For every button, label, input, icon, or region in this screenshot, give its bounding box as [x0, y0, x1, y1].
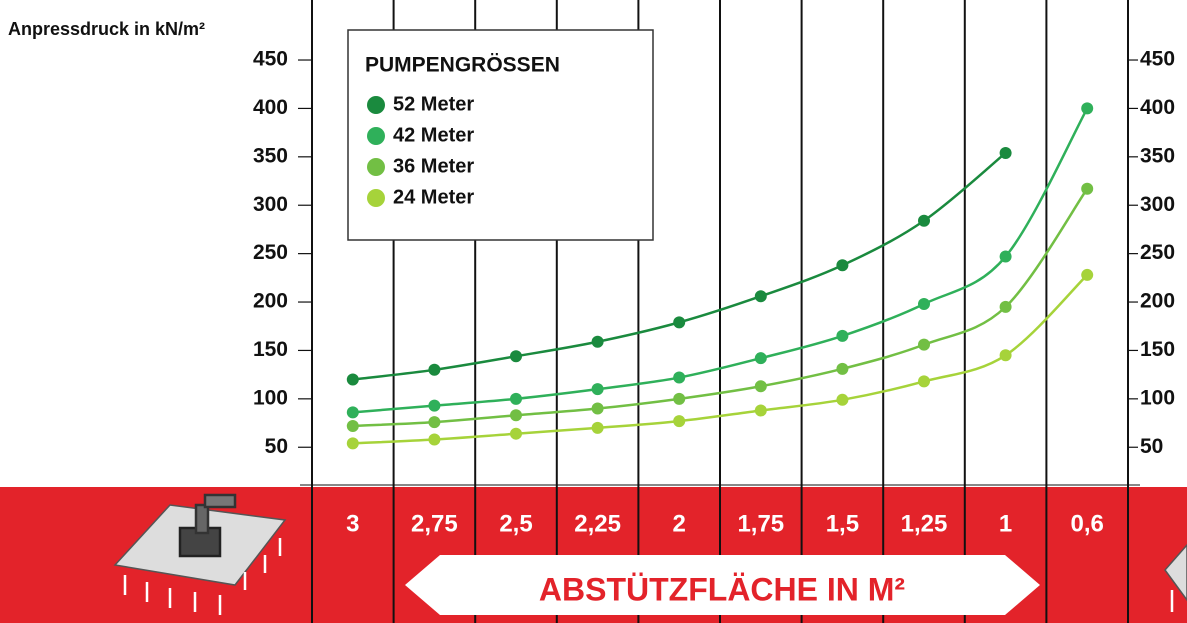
y-tick-label-right: 50 — [1140, 435, 1163, 458]
chart: Anpressdruck in kN/m² 505010010015015020… — [0, 0, 1187, 623]
y-tick-label-right: 100 — [1140, 386, 1175, 409]
data-point — [918, 339, 930, 351]
y-tick-label: 200 — [253, 290, 288, 313]
y-tick-label-right: 350 — [1140, 144, 1175, 167]
data-point — [592, 403, 604, 415]
data-point — [428, 434, 440, 446]
x-tick-label: 1 — [999, 510, 1012, 537]
data-point — [673, 393, 685, 405]
data-point — [918, 298, 930, 310]
y-tick-label-right: 150 — [1140, 338, 1175, 361]
data-point — [836, 394, 848, 406]
data-point — [347, 420, 359, 432]
data-point — [1081, 102, 1093, 114]
data-point — [510, 409, 522, 421]
legend-title: PUMPENGRÖSSEN — [365, 54, 560, 77]
data-point — [510, 428, 522, 440]
data-point — [755, 290, 767, 302]
data-point — [755, 352, 767, 364]
data-point — [755, 380, 767, 392]
data-point — [428, 416, 440, 428]
data-point — [1000, 251, 1012, 263]
data-point — [836, 363, 848, 375]
data-point — [918, 375, 930, 387]
x-tick-label: 1,5 — [826, 510, 859, 537]
x-tick-label: 2,5 — [499, 510, 532, 537]
x-tick-label: 0,6 — [1071, 510, 1104, 537]
y-tick-label-right: 250 — [1140, 241, 1175, 264]
legend-swatch — [367, 127, 385, 145]
x-axis-label: ABSTÜTZFLÄCHE IN M² — [539, 571, 905, 607]
data-point — [1081, 269, 1093, 281]
data-point — [347, 406, 359, 418]
data-point — [918, 215, 930, 227]
data-point — [347, 373, 359, 385]
data-point — [673, 372, 685, 384]
y-tick-label: 350 — [253, 144, 288, 167]
data-point — [592, 383, 604, 395]
data-point — [592, 336, 604, 348]
y-tick-label-right: 400 — [1140, 96, 1175, 119]
page: {"chart_data": {"type": "line", "y_axis_… — [0, 0, 1187, 623]
data-point — [673, 415, 685, 427]
legend-label: 36 Meter — [393, 155, 474, 177]
y-tick-label: 250 — [253, 241, 288, 264]
legend-label: 52 Meter — [393, 93, 474, 115]
y-tick-label-right: 300 — [1140, 193, 1175, 216]
y-tick-label-right: 200 — [1140, 290, 1175, 313]
legend-label: 42 Meter — [393, 124, 474, 146]
legend-swatch — [367, 158, 385, 176]
y-tick-label: 400 — [253, 96, 288, 119]
x-tick-label: 2,75 — [411, 510, 458, 537]
data-point — [347, 437, 359, 449]
data-point — [1081, 183, 1093, 195]
data-point — [673, 316, 685, 328]
data-point — [1000, 147, 1012, 159]
x-tick-label: 3 — [346, 510, 359, 537]
x-tick-label: 2 — [673, 510, 686, 537]
x-tick-label: 1,25 — [901, 510, 948, 537]
y-tick-label: 100 — [253, 386, 288, 409]
data-point — [510, 350, 522, 362]
x-tick-label: 2,25 — [574, 510, 621, 537]
data-point — [755, 404, 767, 416]
y-tick-label: 50 — [265, 435, 288, 458]
data-point — [428, 400, 440, 412]
x-tick-label: 1,75 — [737, 510, 784, 537]
legend-label: 24 Meter — [393, 186, 474, 208]
data-point — [836, 330, 848, 342]
legend-swatch — [367, 189, 385, 207]
y-tick-label: 300 — [253, 193, 288, 216]
legend-swatch — [367, 96, 385, 114]
y-tick-label-right: 450 — [1140, 48, 1175, 71]
y-axis-label: Anpressdruck in kN/m² — [8, 19, 205, 39]
data-point — [836, 259, 848, 271]
data-point — [592, 422, 604, 434]
y-tick-label: 150 — [253, 338, 288, 361]
data-point — [428, 364, 440, 376]
y-tick-label: 450 — [253, 48, 288, 71]
data-point — [510, 393, 522, 405]
data-point — [1000, 349, 1012, 361]
data-point — [1000, 301, 1012, 313]
